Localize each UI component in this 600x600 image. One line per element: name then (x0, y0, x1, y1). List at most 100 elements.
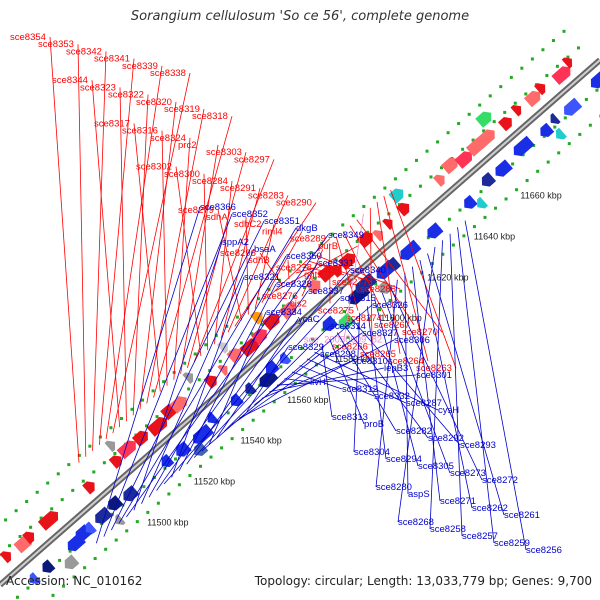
track-dot (504, 197, 508, 201)
reverse-gene-label: sce8312 (342, 384, 378, 395)
forward-label-leader (261, 231, 303, 303)
reverse-label-leader (193, 297, 341, 458)
track-dot (93, 557, 97, 561)
forward-gene (561, 57, 573, 69)
track-dot (15, 595, 19, 599)
forward-gene-label: sce8338 (150, 68, 186, 79)
track-dot (426, 236, 430, 240)
forward-gene (329, 264, 342, 278)
track-dot (26, 586, 30, 590)
forward-label-leader (275, 245, 359, 292)
reverse-gene-label: sce8340 (350, 265, 386, 276)
track-dot (357, 326, 361, 330)
track-dot (77, 453, 81, 457)
forward-gene-label: sce8266 (332, 342, 368, 353)
forward-gene (262, 313, 280, 331)
track-dot (420, 271, 424, 275)
reverse-label-leader (216, 318, 299, 439)
forward-gene (226, 348, 242, 364)
track-dot (451, 243, 455, 247)
track-dot (18, 534, 22, 538)
forward-gene-label: sce8341 (94, 54, 130, 65)
track-dot (562, 29, 566, 33)
track-dot (279, 365, 283, 369)
forward-gene (37, 510, 59, 531)
forward-label-leader (369, 207, 373, 347)
reverse-label-leader (239, 339, 395, 419)
track-dot (503, 110, 507, 114)
track-dot (414, 158, 418, 162)
reverse-label-leader (419, 259, 473, 509)
track-dot (425, 149, 429, 153)
forward-label-leader (342, 231, 387, 318)
reverse-gene-label: sce8256 (526, 545, 562, 556)
track-dot (304, 372, 308, 376)
track-dot (472, 225, 476, 229)
forward-label-leader (343, 213, 364, 340)
reverse-gene (108, 495, 124, 511)
track-dot (494, 206, 498, 210)
track-dot (146, 510, 150, 514)
forward-label-leader (91, 80, 121, 428)
kbp-label: 11620 kbp (427, 272, 468, 282)
track-dot (188, 474, 192, 478)
track-dot (88, 444, 92, 448)
track-dot (272, 400, 276, 404)
forward-gene-label: prc2 (178, 140, 196, 151)
reverse-gene (400, 239, 422, 261)
forward-gene-label: sce8275 (318, 306, 354, 317)
forward-label-leader (214, 180, 233, 345)
track-dot (125, 529, 129, 533)
reverse-gene-label: sce8301 (416, 370, 452, 381)
reverse-label-leader (381, 292, 451, 474)
track-dot (330, 232, 334, 236)
forward-gene (510, 105, 522, 117)
track-dot (39, 516, 43, 520)
reverse-gene-label: sce8314 (330, 321, 366, 332)
forward-gene (372, 230, 383, 242)
track-dot (109, 426, 113, 430)
track-dot (177, 483, 181, 487)
track-dot (471, 138, 475, 142)
track-dot (447, 217, 451, 221)
track-dot (67, 463, 71, 467)
forward-gene-label: sce8283 (248, 190, 284, 201)
track-dot (524, 92, 528, 96)
reverse-label-leader (148, 255, 287, 498)
track-dot (515, 188, 519, 192)
track-dot (388, 298, 392, 302)
track-dot (409, 280, 413, 284)
track-dot (551, 39, 555, 43)
forward-label-leader (203, 173, 209, 351)
reverse-gene-label: sce8351 (264, 216, 300, 227)
forward-label-leader (227, 195, 289, 333)
reverse-gene (42, 559, 56, 573)
summary-label: Topology: circular; Length: 13,033,779 b… (254, 574, 592, 588)
forward-gene (108, 455, 122, 469)
reverse-label-leader (254, 353, 321, 406)
reverse-gene-label: sce8304 (354, 447, 390, 458)
reverse-label-leader (261, 360, 353, 399)
forward-label-leader (376, 201, 401, 354)
forward-gene-label: sce8297 (234, 154, 270, 165)
track-dot (241, 427, 245, 431)
forward-label-leader (175, 166, 202, 357)
track-dot (209, 455, 213, 459)
forward-gene-label: sce8302 (136, 162, 172, 173)
forward-gene-label: sce8279 (178, 205, 214, 216)
track-dot (220, 446, 224, 450)
kbp-label: 11600 kbp (380, 313, 421, 323)
track-dot (351, 214, 355, 218)
forward-label-leader (245, 216, 249, 315)
feature-block (104, 440, 116, 453)
reverse-label-leader (178, 283, 277, 471)
track-dot (167, 492, 171, 496)
track-dot (187, 387, 191, 391)
reverse-label-leader (103, 213, 233, 537)
reverse-label-leader (284, 378, 311, 383)
track-dot (578, 132, 582, 136)
track-dot (230, 437, 234, 441)
forward-label-leader (180, 144, 219, 374)
